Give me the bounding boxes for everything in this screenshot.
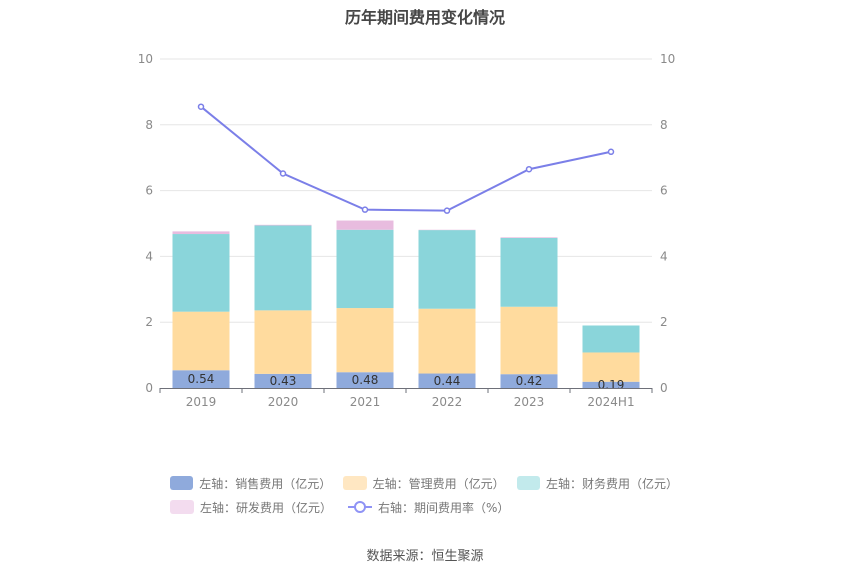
legend-row-2: 左轴：研发费用（亿元） 右轴：期间费用率（%）: [170, 496, 690, 518]
gridlines: [160, 58, 652, 323]
legend-label-sales: 左轴：销售费用（亿元）: [199, 476, 332, 491]
bar-admin: [500, 306, 558, 375]
bar-data-label: 0.42: [516, 374, 543, 388]
y-left-tick-label: 2: [145, 315, 153, 329]
bar-sales: [254, 373, 312, 388]
legend-swatch-expense-ratio: [348, 500, 373, 514]
expense-ratio-point: [279, 170, 287, 177]
expense-ratio-line: [200, 105, 612, 212]
legend-item-admin[interactable]: 左轴：管理费用（亿元）: [343, 475, 505, 492]
bar-finance: [500, 237, 558, 307]
y-left-tick-label: 8: [145, 118, 153, 132]
bar-sales: [500, 374, 558, 388]
bar-data-label: 0.19: [598, 378, 625, 392]
y-right-tick-label: 4: [660, 249, 668, 263]
bar-rnd: [500, 237, 558, 238]
bar-finance: [582, 325, 640, 353]
y-right-tick-label: 10: [660, 52, 675, 66]
bar-rnd: [254, 224, 312, 226]
bar-finance: [172, 234, 230, 312]
y-left-tick-label: 10: [138, 52, 153, 66]
bar-data-label: 0.44: [434, 374, 461, 388]
y-left-tick-label: 0: [145, 381, 153, 395]
y-left-tick-label: 4: [145, 249, 153, 263]
legend-label-expense-ratio: 右轴：期间费用率（%）: [378, 500, 510, 515]
bar-sales: [418, 373, 476, 388]
line-series: [197, 103, 615, 214]
x-tick-label: 2022: [432, 395, 463, 409]
bar-rnd: [336, 220, 394, 230]
axes: 0 2 4 6 8 10 0 2 4 6 8 10 2019 2020 2021 2022 2023 2024H1: [138, 52, 676, 409]
bar-admin: [254, 310, 312, 374]
y-right-tick-label: 8: [660, 118, 668, 132]
x-tick-label: 2021: [350, 395, 381, 409]
data-source: 数据来源：恒生聚源: [366, 549, 484, 564]
legend-item-expense-ratio[interactable]: 右轴：期间费用率（%）: [348, 499, 509, 516]
bar-admin: [336, 308, 394, 373]
bar-data-label: 0.54: [188, 372, 215, 386]
expense-ratio-point: [361, 206, 369, 213]
bar-admin: [582, 352, 640, 382]
legend-swatch-rnd: [170, 500, 194, 514]
legend-swatch-admin: [343, 476, 367, 490]
bar-finance: [418, 230, 476, 309]
bar-sales: [582, 381, 640, 388]
legend-label-finance: 左轴：财务费用（亿元）: [545, 476, 678, 491]
legend-label-rnd: 左轴：研发费用（亿元）: [200, 500, 333, 515]
y-right-tick-label: 2: [660, 315, 668, 329]
bar-admin: [418, 308, 476, 374]
legend-swatch-sales: [170, 476, 194, 490]
x-tick-label: 2023: [514, 395, 545, 409]
bar-series: 0.54 0.43 0.48 0.44 0.42 0.19: [172, 220, 640, 392]
chart-title: 历年期间费用变化情况: [344, 8, 505, 27]
legend-item-finance[interactable]: 左轴：财务费用（亿元）: [516, 475, 678, 492]
legend-swatch-finance: [516, 476, 540, 490]
expense-ratio-point: [443, 207, 451, 214]
bar-sales: [336, 372, 394, 388]
bar-rnd: [172, 231, 230, 235]
bar-sales: [172, 370, 230, 388]
y-right-tick-label: 0: [660, 381, 668, 395]
legend: 左轴：销售费用（亿元） 左轴：管理费用（亿元） 左轴：财务费用（亿元） 左轴：研…: [170, 472, 690, 520]
bar-data-label: 0.43: [270, 374, 297, 388]
bar-data-label: 0.48: [352, 373, 379, 387]
expense-ratio-point: [525, 165, 533, 173]
legend-row-1: 左轴：销售费用（亿元） 左轴：管理费用（亿元） 左轴：财务费用（亿元）: [170, 472, 690, 494]
legend-item-rnd[interactable]: 左轴：研发费用（亿元）: [170, 499, 332, 516]
x-tick-label: 2020: [268, 395, 299, 409]
bar-finance: [254, 225, 312, 311]
legend-item-sales[interactable]: 左轴：销售费用（亿元）: [170, 475, 332, 492]
bar-admin: [172, 311, 230, 371]
expense-ratio-point: [197, 103, 205, 110]
bar-finance: [336, 229, 394, 309]
x-tick-label: 2024H1: [587, 395, 634, 409]
expense-ratio-point: [607, 148, 615, 156]
y-right-tick-label: 6: [660, 184, 668, 198]
x-tick-label: 2019: [186, 395, 217, 409]
y-left-tick-label: 6: [145, 184, 153, 198]
legend-label-admin: 左轴：管理费用（亿元）: [372, 476, 505, 491]
